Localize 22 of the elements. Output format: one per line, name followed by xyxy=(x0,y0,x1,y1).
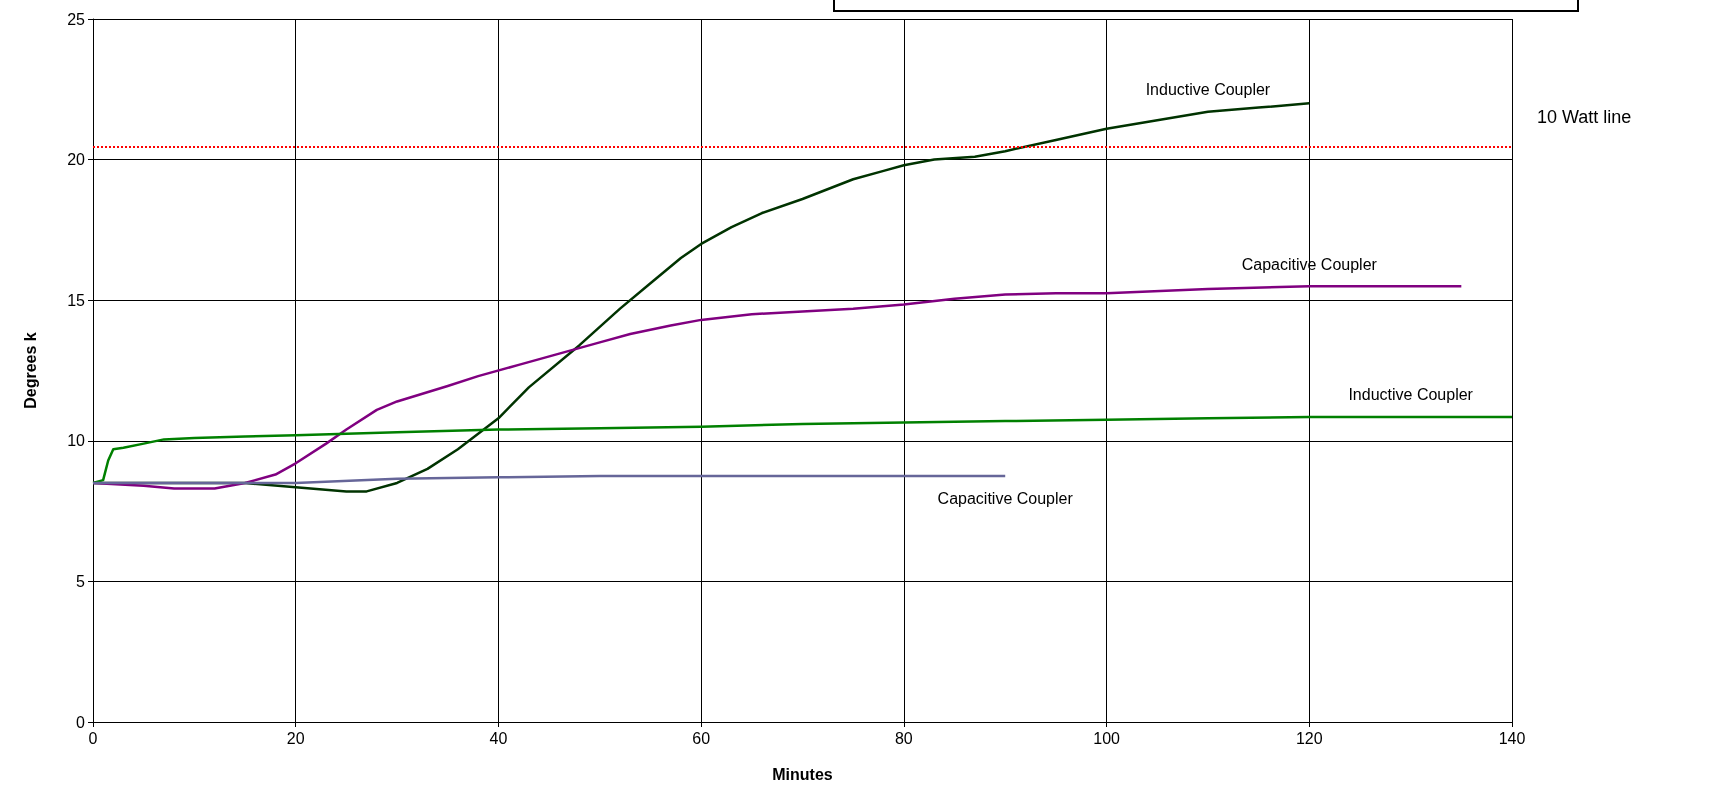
y-tick-label: 15 xyxy=(67,291,86,309)
series-label: Inductive Coupler xyxy=(1348,386,1474,404)
x-tick-label: 20 xyxy=(286,729,305,747)
x-tick-label: 0 xyxy=(88,729,98,747)
line-series xyxy=(91,474,1007,485)
x-tick-label: 80 xyxy=(894,729,913,747)
x-axis-title: Minutes xyxy=(772,765,833,783)
y-tick-label: 5 xyxy=(76,572,86,590)
y-tick-label: 10 xyxy=(67,432,86,450)
ref-line-label: 10 Watt line xyxy=(1537,106,1632,127)
y-tick-label: 0 xyxy=(76,713,86,731)
x-tick-label: 140 xyxy=(1498,729,1526,747)
y-axis-title: Degrees k xyxy=(21,332,39,409)
y-tick-label: 25 xyxy=(67,10,86,28)
x-tick-label: 120 xyxy=(1295,729,1323,747)
series-label: Inductive Coupler xyxy=(1145,81,1271,99)
x-tick-label: 60 xyxy=(692,729,711,747)
line-series xyxy=(91,415,1514,485)
x-tick-label: 40 xyxy=(489,729,508,747)
series-label: Capacitive Coupler xyxy=(937,489,1074,507)
y-tick-label: 20 xyxy=(67,151,86,169)
x-tick-label: 100 xyxy=(1093,729,1121,747)
